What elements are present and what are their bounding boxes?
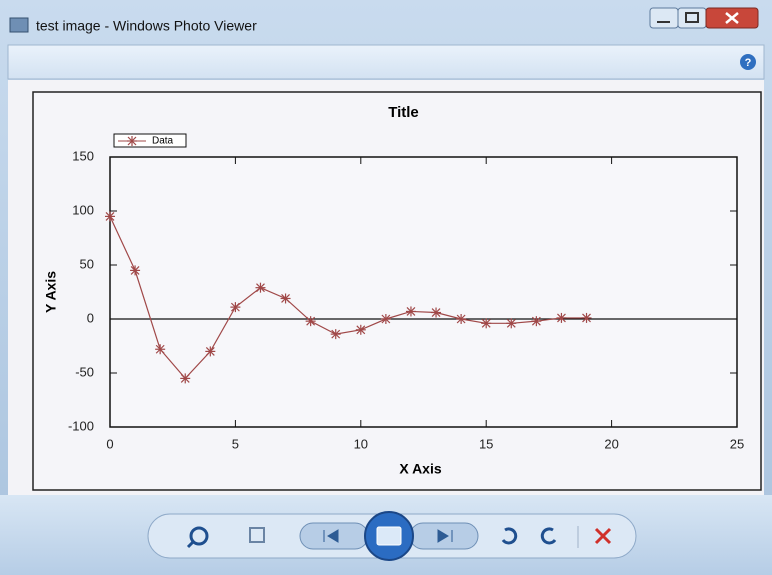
x-tick-label: 25 bbox=[730, 436, 744, 451]
x-tick-label: 0 bbox=[106, 436, 113, 451]
data-point bbox=[105, 211, 115, 221]
menu-bar bbox=[8, 45, 764, 79]
window-controls[interactable] bbox=[650, 8, 758, 28]
x-tick-label: 5 bbox=[232, 436, 239, 451]
data-point bbox=[331, 329, 341, 339]
y-axis-label: Y Axis bbox=[43, 271, 59, 313]
y-tick-label: -50 bbox=[75, 364, 94, 379]
y-tick-label: 150 bbox=[72, 148, 94, 163]
window-title: test image - Windows Photo Viewer bbox=[36, 18, 257, 34]
x-tick-label: 20 bbox=[604, 436, 618, 451]
data-point bbox=[205, 346, 215, 356]
y-tick-label: 100 bbox=[72, 202, 94, 217]
window: FilePrintE-mailBurnOpen test image - Win… bbox=[0, 0, 772, 575]
data-point bbox=[506, 318, 516, 328]
data-point bbox=[531, 316, 541, 326]
chart: Title X Axis Y Axis 0 5 10 15 20 25 -100 -50 0 50 100… bbox=[43, 104, 745, 477]
x-tick-label: 15 bbox=[479, 436, 493, 451]
y-tick-label: 50 bbox=[80, 256, 94, 271]
help-icon: ? bbox=[745, 57, 752, 69]
data-point bbox=[582, 313, 592, 323]
data-point bbox=[281, 293, 291, 303]
data-point bbox=[155, 344, 165, 354]
legend-marker bbox=[127, 136, 137, 146]
chart-title: Title bbox=[388, 104, 419, 121]
data-point bbox=[431, 308, 441, 318]
data-point bbox=[230, 302, 240, 312]
y-tick-label: 0 bbox=[87, 310, 94, 325]
data-point bbox=[381, 314, 391, 324]
data-point bbox=[356, 325, 366, 335]
slideshow-icon bbox=[377, 527, 401, 545]
page: {"window": {"title": "test image - Windo… bbox=[0, 0, 772, 575]
data-point bbox=[306, 316, 316, 326]
data-point bbox=[255, 283, 265, 293]
x-axis-label: X Axis bbox=[399, 461, 441, 477]
data-point bbox=[481, 318, 491, 328]
legend-label: Data bbox=[152, 136, 174, 147]
app-icon bbox=[10, 18, 28, 32]
data-point bbox=[556, 313, 566, 323]
y-tick-label: -100 bbox=[68, 418, 94, 433]
data-point bbox=[406, 306, 416, 316]
plot-area bbox=[110, 157, 737, 427]
data-point bbox=[180, 373, 190, 383]
data-point bbox=[130, 265, 140, 275]
x-tick-label: 10 bbox=[354, 436, 368, 451]
data-point bbox=[456, 314, 466, 324]
